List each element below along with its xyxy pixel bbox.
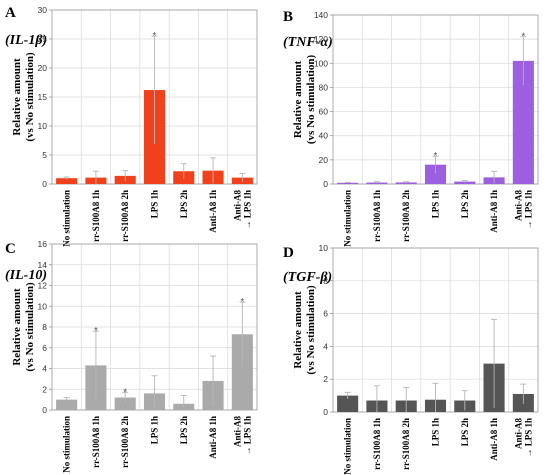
y-tick-label: 30: [38, 5, 48, 15]
y-axis-label: Relative amount: [292, 61, 304, 139]
y-tick-label: 2: [323, 374, 328, 384]
panel-letter: C: [5, 241, 16, 257]
category-label: No stimulation: [343, 418, 353, 475]
category-label: rr-S100A8 2h: [401, 418, 411, 470]
category-label: rr-S100A8 1h: [91, 190, 101, 242]
y-axis-label: (vs No stimulation): [305, 55, 317, 145]
category-label: rr-S100A8 2h: [401, 190, 411, 242]
category-label: rr-S100A8 1h: [91, 416, 101, 468]
y-tick-label: 0: [323, 407, 328, 417]
category-label: LPS 2h: [460, 190, 470, 218]
panel-title: (TNF-α): [283, 35, 333, 50]
y-tick-label: 2: [42, 384, 47, 394]
y-tick-label: 140: [314, 10, 328, 20]
panel-letter: D: [283, 245, 294, 261]
y-tick-label: 12: [38, 281, 48, 291]
panel-d: D (TGF-β) Relative amount (vs No stimulatio…: [283, 243, 539, 475]
category-label: LPS 1h: [431, 418, 441, 446]
significance-marker: *: [94, 326, 98, 337]
panel-title: (IL-10): [5, 268, 47, 283]
category-label: Anti-A8 1h: [489, 418, 499, 461]
y-tick-label: 0: [42, 179, 47, 189]
panel-b: B (TNF-α) Relative amount (vs No stimulatio…: [283, 9, 539, 247]
y-tick-label: 25: [38, 34, 48, 44]
panel-title: (IL-1β): [5, 33, 47, 48]
bar: [231, 334, 253, 410]
y-tick-label: 80: [319, 82, 329, 92]
y-tick-label: 14: [38, 260, 48, 270]
category-label: rr-S100A8 2h: [120, 416, 130, 468]
y-tick-label: 40: [319, 131, 329, 141]
category-label: rr-S100A8 1h: [372, 418, 382, 470]
category-label: LPS 1h: [431, 190, 441, 218]
category-label: → LPS 1h: [242, 416, 252, 456]
significance-marker: *: [521, 32, 525, 43]
y-tick-label: 20: [319, 155, 329, 165]
y-axis-label: (vs No stimulation): [24, 52, 36, 142]
y-tick-label: 0: [42, 405, 47, 415]
bar: [424, 164, 447, 184]
category-label: Anti-A8: [232, 190, 242, 221]
y-tick-label: 100: [314, 58, 328, 68]
category-label: LPS 1h: [150, 416, 160, 444]
y-tick-label: 60: [319, 107, 329, 117]
panel-letter: A: [5, 5, 16, 21]
category-label: Anti-A8 1h: [208, 416, 218, 459]
significance-marker: *: [434, 151, 438, 162]
y-axis-label: (vs No stimulation): [24, 282, 36, 372]
y-tick-label: 10: [38, 301, 48, 311]
bar: [454, 181, 476, 184]
bar: [56, 399, 78, 410]
y-tick-label: 8: [42, 322, 47, 332]
bar: [114, 397, 136, 410]
bar: [337, 395, 359, 412]
bar: [337, 182, 359, 184]
category-label: Anti-A8: [232, 416, 242, 447]
bar: [56, 178, 78, 184]
significance-marker: *: [240, 297, 244, 308]
category-label: LPS 2h: [460, 418, 470, 446]
category-label: Anti-A8: [513, 190, 523, 221]
category-label: No stimulation: [343, 190, 353, 247]
y-tick-label: 4: [42, 364, 47, 374]
category-label: LPS 2h: [179, 190, 189, 218]
category-label: Anti-A8 1h: [489, 190, 499, 233]
category-label: No stimulation: [62, 416, 72, 473]
y-tick-label: 6: [42, 343, 47, 353]
category-label: → LPS 1h: [523, 418, 533, 458]
y-tick-label: 5: [42, 150, 47, 160]
significance-marker: *: [123, 387, 127, 398]
category-label: → LPS 1h: [242, 190, 252, 230]
category-label: → LPS 1h: [523, 190, 533, 230]
category-label: LPS 2h: [179, 416, 189, 444]
category-label: LPS 1h: [150, 190, 160, 218]
y-tick-label: 120: [314, 34, 328, 44]
panel-a: A (IL-1β) Relative amount (vs No stimulatio…: [5, 5, 258, 247]
category-label: No stimulation: [62, 190, 72, 247]
y-axis-label: Relative amount: [11, 288, 23, 366]
category-label: Anti-A8 1h: [208, 190, 218, 233]
y-tick-label: 16: [38, 239, 48, 249]
y-tick-label: 0: [323, 179, 328, 189]
y-axis-label: (vs No stimulation): [305, 285, 317, 375]
y-tick-label: 15: [38, 92, 48, 102]
panel-letter: B: [283, 9, 293, 25]
y-tick-label: 10: [38, 121, 48, 131]
y-tick-label: 6: [323, 309, 328, 319]
y-axis-label: Relative amount: [292, 291, 304, 369]
y-tick-label: 8: [323, 276, 328, 286]
significance-marker: *: [153, 31, 157, 42]
bar: [512, 60, 534, 184]
y-tick-label: 20: [38, 63, 48, 73]
panel-title: (TGF-β): [283, 270, 332, 285]
category-label: Anti-A8: [513, 418, 523, 449]
bar: [395, 182, 417, 184]
category-label: rr-S100A8 1h: [372, 190, 382, 242]
y-tick-label: 4: [323, 341, 328, 351]
y-axis-label: Relative amount: [11, 58, 23, 136]
y-tick-label: 10: [319, 243, 329, 253]
panel-c: C (IL-10) Relative amount (vs No stimulatio…: [5, 239, 258, 473]
category-label: rr-S100A8 2h: [120, 190, 130, 242]
